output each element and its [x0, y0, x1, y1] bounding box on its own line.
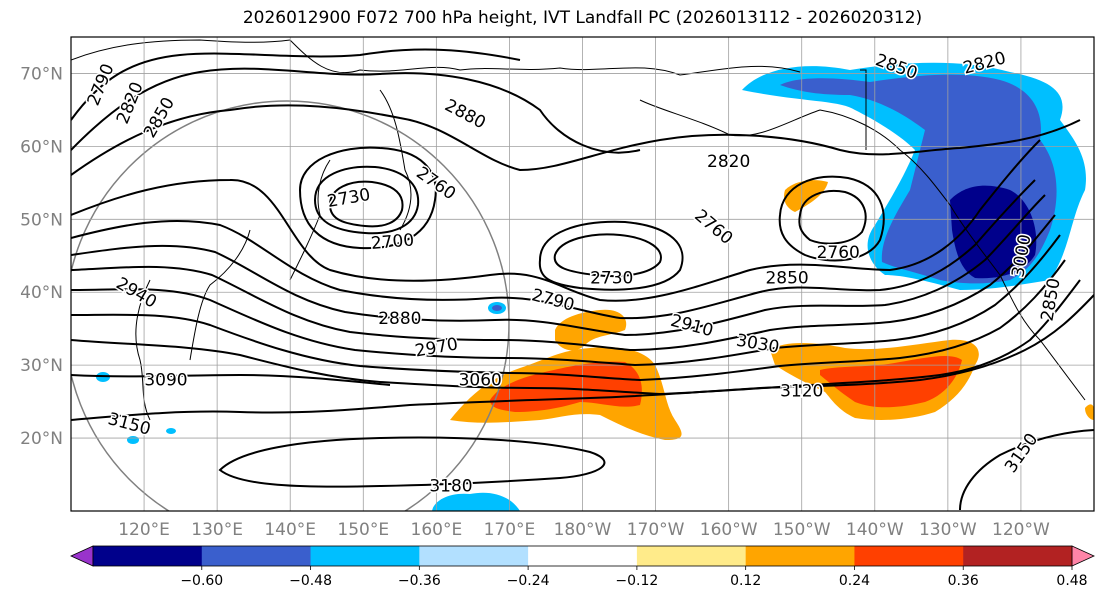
colorbar-segment	[310, 546, 420, 566]
height-contours	[71, 48, 1094, 511]
contour-label: 3180	[429, 476, 472, 496]
colorbar-segment	[745, 546, 855, 566]
graticule	[71, 37, 1094, 511]
contour-label: 2760	[817, 243, 860, 263]
contour-label: 2760	[690, 206, 736, 249]
colorbar-tick-label: −0.24	[507, 573, 550, 589]
colorbar-segment	[201, 546, 312, 566]
lon-tick-label: 140°E	[264, 520, 316, 540]
lon-tick-label: 160°W	[700, 520, 758, 540]
contour-label: 3120	[780, 382, 823, 402]
contour-label: 2820	[707, 152, 750, 172]
colorbar-frame	[92, 545, 1073, 567]
colorbar-segment	[963, 546, 1073, 566]
contour-label: 3090	[144, 371, 187, 391]
lon-tick-label: 150°W	[773, 520, 831, 540]
contour-label: 2730	[590, 269, 633, 289]
shade-red-west	[490, 361, 642, 412]
map-title: 2026012900 F072 700 hPa height, IVT Land…	[242, 8, 923, 28]
range-circle	[71, 100, 510, 511]
colorbar-segment	[854, 546, 964, 566]
longitude-tick-labels: 120°E 130°E 140°E 150°E 160°E 170°E 180°W 170°W…	[118, 520, 1050, 540]
contour-label: 2940	[113, 274, 160, 313]
lon-tick-label: 120°W	[992, 520, 1050, 540]
lat-tick-label: 20°N	[20, 429, 63, 449]
latitude-tick-labels: 70°N 60°N 50°N 40°N 30°N 20°N	[20, 64, 63, 449]
colorbar-tick-label: −0.48	[289, 573, 332, 589]
colorbar-segment	[93, 546, 203, 566]
coastlines	[71, 39, 1086, 421]
colorbar-segment	[528, 546, 638, 566]
lat-tick-label: 60°N	[20, 137, 63, 157]
lat-tick-label: 40°N	[20, 283, 63, 303]
shade-blue-dark	[950, 185, 1037, 279]
colorbar-extend-min	[70, 545, 94, 567]
colorbar-tick-label: −0.12	[615, 573, 658, 589]
lon-tick-label: 130°E	[191, 520, 243, 540]
colorbar-tick-label: 0.12	[730, 573, 761, 589]
lat-tick-label: 30°N	[20, 356, 63, 376]
contour-label: 2850	[1038, 277, 1065, 323]
lon-tick-label: 150°E	[337, 520, 389, 540]
colorbar-tick-label: 0.48	[1056, 573, 1087, 589]
colorbar-tick-label: 0.36	[948, 573, 979, 589]
colorbar-tick-label: 0.24	[839, 573, 870, 589]
contour-label: 3060	[459, 371, 502, 391]
contour-label: 2880	[441, 95, 489, 133]
contour-label: 3150	[1001, 430, 1042, 477]
colorbar-tick-label: −0.36	[398, 573, 441, 589]
contour-label: 2850	[140, 94, 179, 141]
lon-tick-label: 130°W	[919, 520, 977, 540]
colorbar-segment	[419, 546, 529, 566]
lon-tick-label: 170°E	[484, 520, 536, 540]
lon-tick-label: 120°E	[118, 520, 170, 540]
colorbar-segment	[636, 546, 747, 566]
lat-tick-label: 50°N	[20, 210, 63, 230]
lon-tick-label: 160°E	[411, 520, 463, 540]
colorbar-extend-max	[1071, 545, 1095, 567]
lon-tick-label: 140°W	[846, 520, 904, 540]
contour-label: 2850	[765, 269, 808, 289]
contour-label: 2700	[370, 230, 415, 254]
contour-label: 2820	[113, 79, 148, 127]
lon-tick-label: 180°W	[554, 520, 612, 540]
map-frame	[70, 36, 1095, 512]
contour-label: 2790	[84, 61, 119, 109]
lon-tick-label: 170°W	[627, 520, 685, 540]
contour-label: 2880	[378, 309, 421, 329]
lat-tick-label: 70°N	[20, 64, 63, 84]
contour-label: 2910	[668, 311, 715, 342]
colorbar-tick-label: −0.60	[180, 573, 223, 589]
colorbar: −0.60 −0.48 −0.36 −0.24 −0.12 0.12 0.24 0.36 0.4…	[70, 545, 1095, 589]
shade-blue-bottom	[432, 492, 520, 511]
contour-label: 2730	[326, 185, 372, 212]
shade-orange-small	[784, 180, 828, 212]
